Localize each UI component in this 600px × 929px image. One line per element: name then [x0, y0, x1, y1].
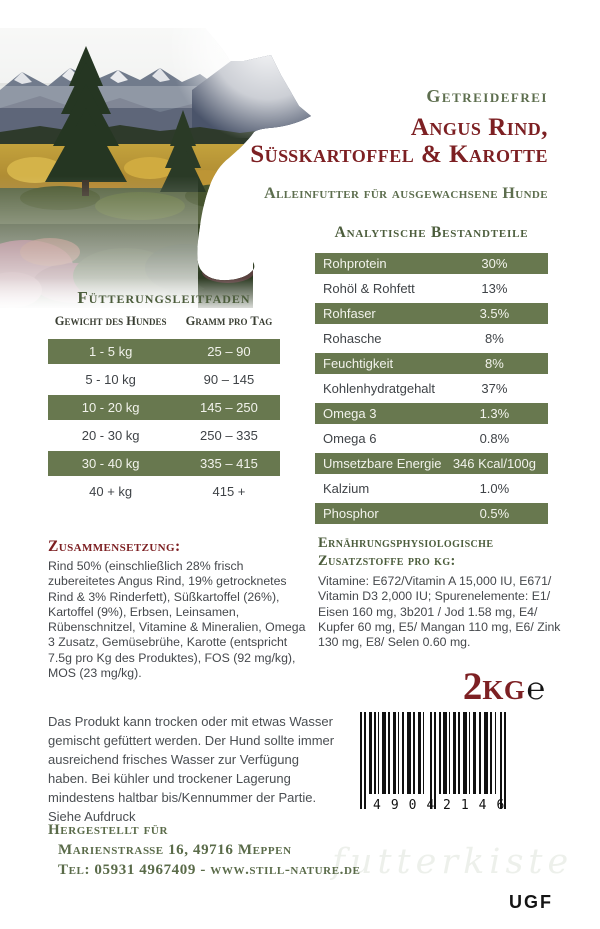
composition-body: Rind 50% (einschließlich 28% frisch zube… — [48, 559, 306, 681]
grams-range: 415 + — [212, 484, 246, 499]
analysis-value: 8% — [485, 331, 504, 346]
analysis-value: 1.3% — [479, 406, 510, 421]
grams-range: 25 – 90 — [207, 344, 251, 359]
feeding-guide-rows: 1 - 5 kg 25 – 90 5 - 10 kg 90 – 145 10 -… — [48, 339, 280, 504]
analysis-value: 30% — [481, 256, 508, 271]
weight-range: 1 - 5 kg — [88, 344, 133, 359]
net-weight-amount: 2 — [462, 665, 483, 708]
analysis-row: Kohlenhydratgehalt 37% — [315, 378, 548, 399]
analysis-label: Omega 3 — [323, 406, 377, 421]
analysis-table: Analytische Bestandteile Rohprotein 30% … — [315, 224, 548, 528]
analysis-label: Phosphor — [323, 506, 379, 521]
feeding-guide-title: Fütterungsleitfaden — [77, 288, 251, 307]
analysis-row: Omega 6 0.8% — [315, 428, 548, 449]
analysis-value: 8% — [485, 356, 504, 371]
additives-title-line1: Ernährungsphysiologische — [318, 535, 494, 551]
feeding-guide-row: 20 - 30 kg 250 – 335 — [48, 423, 280, 448]
analysis-label: Feuchtigkeit — [323, 356, 394, 371]
weight-range: 5 - 10 kg — [85, 372, 136, 387]
additives-title-line2: Zusatzstoffe pro kg: — [318, 553, 456, 569]
analysis-row: Phosphor 0.5% — [315, 503, 548, 524]
column-grams: Gramm pro Tag — [185, 314, 273, 328]
contact-line: Tel: 05931 4967409 - www.still-nature.de — [58, 862, 361, 878]
grams-range: 335 – 415 — [200, 456, 258, 471]
analysis-label: Omega 6 — [323, 431, 377, 446]
weight-range: 10 - 20 kg — [81, 400, 140, 415]
column-weight: Gewicht des Hundes — [54, 314, 167, 328]
analysis-title: Analytische Bestandteile — [334, 224, 529, 241]
product-subtitle: Alleinfutter für ausgewachsene Hunde — [264, 185, 548, 202]
analysis-label: Kohlenhydratgehalt — [323, 381, 436, 396]
grams-range: 90 – 145 — [203, 372, 255, 387]
feeding-guide-table: Fütterungsleitfaden Gewicht des Hundes G… — [48, 288, 280, 507]
analysis-value: 346 Kcal/100g — [452, 456, 536, 471]
additives-section: Ernährungsphysiologische Zusatzstoffe pr… — [318, 534, 562, 650]
weight-range: 30 - 40 kg — [81, 456, 140, 471]
net-weight-unit: kg — [482, 665, 526, 708]
feeding-guide-row: 10 - 20 kg 145 – 250 — [48, 395, 280, 420]
dog-silhouette-landscape-image — [0, 28, 311, 308]
additives-body: Vitamine: E672/Vitamin A 15,000 IU, E671… — [318, 574, 561, 650]
feeding-guide-column-headers: Gewicht des Hundes Gramm pro Tag — [48, 314, 280, 334]
analysis-value: 1.0% — [479, 481, 510, 496]
composition-title: Zusammensetzung: — [48, 538, 181, 555]
product-name-line1: Angus Rind, — [410, 114, 548, 141]
analysis-label: Kalzium — [323, 481, 370, 496]
analysis-label: Rohfaser — [323, 306, 376, 321]
analysis-row: Rohfaser 3.5% — [315, 303, 548, 324]
grams-range: 250 – 335 — [200, 428, 258, 443]
feeding-guide-row: 5 - 10 kg 90 – 145 — [48, 367, 280, 392]
product-name-line2: Süßkartoffel & Karotte — [250, 141, 548, 168]
analysis-label: Rohasche — [323, 331, 382, 346]
storage-note: Das Produkt kann trocken oder mit etwas … — [48, 714, 335, 824]
analysis-label: Umsetzbare Energie — [323, 456, 442, 471]
additives-title: Ernährungsphysiologische Zusatzstoffe pr… — [318, 534, 562, 570]
analysis-label: Rohöl & Rohfett — [323, 281, 415, 296]
analysis-value: 13% — [481, 281, 508, 296]
printer-mark: UGF — [509, 892, 553, 912]
analysis-row: Kalzium 1.0% — [315, 478, 548, 499]
weight-range: 40 + kg — [89, 484, 133, 499]
header: Getreidefrei Angus Rind, Süßkartoffel & … — [250, 86, 548, 203]
analysis-value: 0.8% — [479, 431, 510, 446]
address-line: Marienstraße 16, 49716 Meppen — [58, 842, 292, 858]
manufactured-for-line: Hergestellt für — [48, 822, 168, 838]
barcode-digits-right: 2146 — [443, 798, 515, 813]
composition-section: Zusammensetzung: Rind 50% (einschließlic… — [48, 538, 312, 681]
analysis-label: Rohprotein — [323, 256, 387, 271]
estimated-sign: ℮ — [526, 671, 545, 706]
grams-range: 145 – 250 — [200, 400, 258, 415]
grain-free-claim: Getreidefrei — [426, 86, 548, 106]
analysis-row: Rohöl & Rohfett 13% — [315, 278, 548, 299]
barcode: 4904 2146 — [360, 712, 506, 814]
analysis-rows: Rohprotein 30% Rohöl & Rohfett 13% Rohfa… — [315, 253, 548, 524]
weight-range: 20 - 30 kg — [81, 428, 140, 443]
net-weight: 2 kg ℮ — [463, 664, 545, 709]
analysis-row: Umsetzbare Energie 346 Kcal/100g — [315, 453, 548, 474]
feeding-guide-row: 40 + kg 415 + — [48, 479, 280, 504]
analysis-value: 3.5% — [479, 306, 510, 321]
analysis-row: Rohasche 8% — [315, 328, 548, 349]
analysis-value: 0.5% — [479, 506, 510, 521]
barcode-digits-left: 4904 — [373, 798, 445, 813]
analysis-row: Feuchtigkeit 8% — [315, 353, 548, 374]
watermark-text: futterkiste — [332, 842, 574, 882]
manufacturer-block: Hergestellt für Marienstraße 16, 49716 M… — [48, 820, 361, 880]
feeding-guide-row: 1 - 5 kg 25 – 90 — [48, 339, 280, 364]
analysis-row: Rohprotein 30% — [315, 253, 548, 274]
feeding-guide-row: 30 - 40 kg 335 – 415 — [48, 451, 280, 476]
analysis-row: Omega 3 1.3% — [315, 403, 548, 424]
analysis-value: 37% — [481, 381, 508, 396]
barcode-bars — [360, 712, 506, 809]
